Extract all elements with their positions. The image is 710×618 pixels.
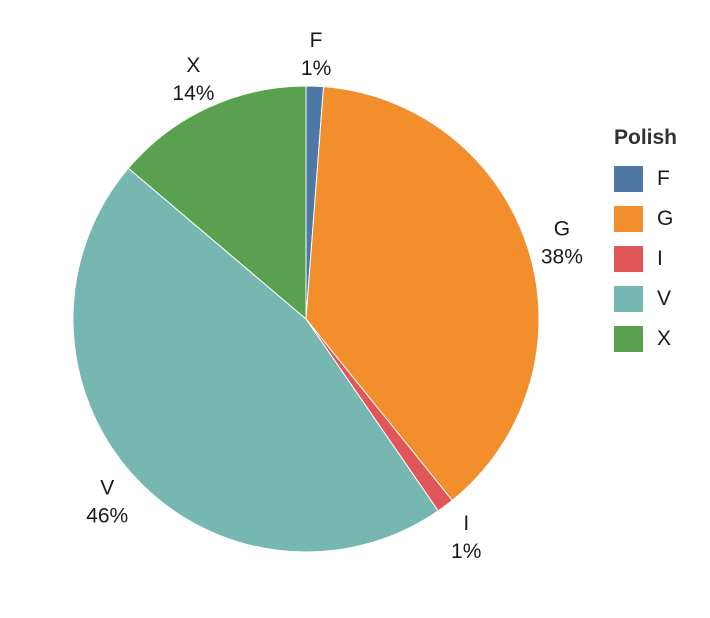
legend-item-g[interactable]: G [614, 206, 704, 232]
legend-swatch-v [614, 286, 643, 312]
slice-name-label-v: V [100, 477, 114, 500]
legend-label-f: F [657, 167, 670, 190]
legend-item-x[interactable]: X [614, 326, 704, 352]
slice-percent-label-x: 14% [172, 82, 214, 105]
slice-name-label-g: G [554, 217, 570, 240]
legend-label-x: X [657, 327, 672, 350]
slice-percent-label-g: 38% [541, 245, 583, 268]
pie-slice-x[interactable] [127, 85, 307, 321]
legend-label-i: I [657, 247, 663, 270]
pie-slices [72, 85, 540, 553]
legend-label-v: V [657, 287, 672, 310]
pie-slice-v[interactable] [72, 167, 439, 553]
legend-item-f[interactable]: F [614, 166, 704, 192]
legend: Polish F G I V X [614, 124, 704, 352]
pie-labels: F 1% G 38% I 1% V 46% X 14% [86, 29, 583, 563]
legend-swatch-x [614, 326, 643, 352]
slice-percent-label-i: 1% [451, 540, 481, 563]
legend-item-i[interactable]: I [614, 246, 704, 272]
legend-title: Polish [614, 126, 678, 149]
slice-name-label-i: I [463, 512, 469, 535]
pie-slice-g[interactable] [305, 86, 540, 502]
legend-swatch-g [614, 206, 643, 232]
slice-name-label-x: X [186, 54, 200, 77]
slice-percent-label-v: 46% [86, 505, 128, 528]
legend-swatch-f [614, 166, 643, 192]
slice-name-label-f: F [310, 29, 323, 52]
legend-swatch-i [614, 246, 643, 272]
slice-percent-label-f: 1% [301, 57, 331, 80]
legend-label-g: G [657, 207, 674, 230]
legend-item-v[interactable]: V [614, 286, 704, 312]
